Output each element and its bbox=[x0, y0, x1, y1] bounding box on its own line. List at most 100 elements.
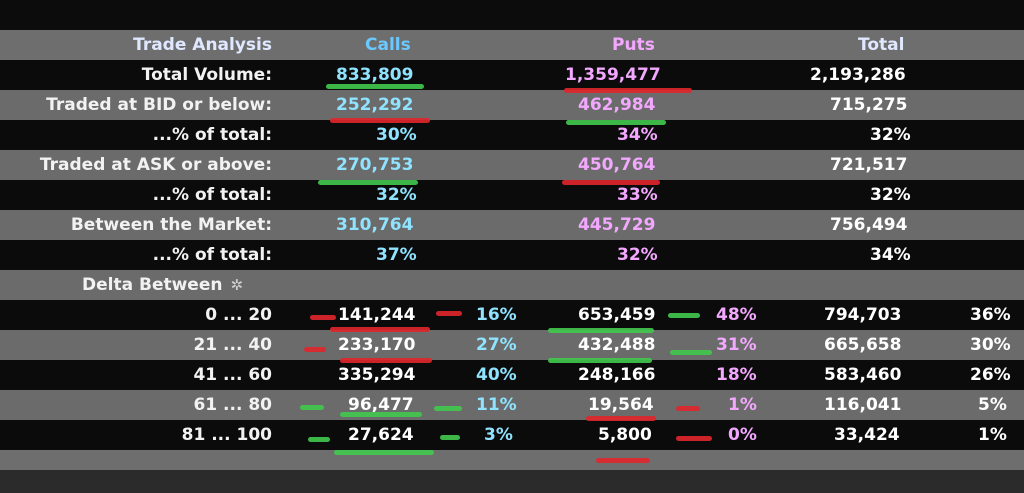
calls-pct: 11% bbox=[476, 395, 517, 415]
screen-bottom-edge bbox=[0, 470, 1024, 493]
green-underline-mark bbox=[548, 358, 652, 363]
puts-value: 34% bbox=[617, 125, 658, 145]
trade-analysis-title: Trade Analysis bbox=[133, 35, 272, 55]
screen-top-edge bbox=[0, 0, 1024, 30]
row-label: ...% of total: bbox=[152, 185, 272, 205]
delta-between-label: Delta Between ✲ bbox=[82, 275, 244, 295]
puts-value: 462,984 bbox=[578, 95, 656, 115]
green-dash-mark bbox=[300, 405, 324, 410]
calls-value: 32% bbox=[376, 185, 417, 205]
total-pct: 30% bbox=[970, 335, 1011, 355]
puts-value: 248,166 bbox=[578, 365, 656, 385]
summary-row-between-pct: ...% of total: 37% 32% 34% bbox=[0, 240, 1024, 270]
red-dash-mark bbox=[676, 406, 700, 411]
total-value: 665,658 bbox=[824, 335, 902, 355]
delta-row-41-60: 41 ... 60 335,294 40% 248,166 18% 583,46… bbox=[0, 360, 1024, 390]
total-value: 2,193,286 bbox=[810, 65, 906, 85]
delta-row-0-20: 0 ... 20 141,244 16% 653,459 48% 794,703… bbox=[0, 300, 1024, 330]
calls-pct: 3% bbox=[484, 425, 513, 445]
delta-row-81-100: 81 ... 100 27,624 3% 5,800 0% 33,424 1% bbox=[0, 420, 1024, 450]
gear-icon[interactable]: ✲ bbox=[230, 276, 244, 294]
row-label: ...% of total: bbox=[152, 245, 272, 265]
calls-value: 252,292 bbox=[336, 95, 414, 115]
green-underline-mark bbox=[340, 412, 422, 417]
calls-value: 96,477 bbox=[348, 395, 414, 415]
total-value: 32% bbox=[870, 125, 911, 145]
green-dash-mark bbox=[440, 435, 460, 440]
puts-value: 33% bbox=[617, 185, 658, 205]
green-dash-mark bbox=[668, 313, 700, 318]
total-value: 34% bbox=[870, 245, 911, 265]
red-underline-mark bbox=[340, 358, 432, 363]
red-underline-mark bbox=[564, 88, 692, 93]
puts-value: 450,764 bbox=[578, 155, 656, 175]
delta-range: 21 ... 40 bbox=[193, 335, 272, 355]
green-underline-mark bbox=[548, 328, 654, 333]
red-underline-mark bbox=[596, 458, 650, 463]
green-dash-mark bbox=[308, 437, 330, 442]
delta-range: 0 ... 20 bbox=[205, 305, 272, 325]
green-underline-mark bbox=[334, 450, 434, 455]
calls-value: 833,809 bbox=[336, 65, 414, 85]
green-dash-mark bbox=[670, 350, 712, 355]
total-value: 583,460 bbox=[824, 365, 902, 385]
red-scribble-mark bbox=[676, 436, 712, 441]
calls-value: 37% bbox=[376, 245, 417, 265]
total-value: 715,275 bbox=[830, 95, 908, 115]
header-row: Trade Analysis Calls Puts Total bbox=[0, 30, 1024, 60]
total-pct: 36% bbox=[970, 305, 1011, 325]
puts-pct: 0% bbox=[728, 425, 757, 445]
calls-value: 310,764 bbox=[336, 215, 414, 235]
calls-column-header[interactable]: Calls bbox=[365, 35, 411, 55]
row-label: Total Volume: bbox=[141, 65, 272, 85]
puts-value: 445,729 bbox=[578, 215, 656, 235]
red-underline-mark bbox=[586, 416, 656, 421]
summary-row-total-volume: Total Volume: 833,809 1,359,477 2,193,28… bbox=[0, 60, 1024, 90]
calls-pct: 27% bbox=[476, 335, 517, 355]
calls-pct: 40% bbox=[476, 365, 517, 385]
puts-value: 19,564 bbox=[588, 395, 654, 415]
calls-value: 233,170 bbox=[338, 335, 416, 355]
total-value: 116,041 bbox=[824, 395, 902, 415]
green-underline-mark bbox=[326, 84, 424, 89]
summary-row-between: Between the Market: 310,764 445,729 756,… bbox=[0, 210, 1024, 240]
green-underline-mark bbox=[318, 180, 418, 185]
green-dash-mark bbox=[434, 406, 462, 411]
total-value: 721,517 bbox=[830, 155, 908, 175]
red-dash-mark bbox=[436, 311, 462, 316]
summary-row-bid: Traded at BID or below: 252,292 462,984 … bbox=[0, 90, 1024, 120]
green-underline-mark bbox=[566, 120, 666, 125]
summary-row-ask: Traded at ASK or above: 270,753 450,764 … bbox=[0, 150, 1024, 180]
puts-value: 1,359,477 bbox=[565, 65, 661, 85]
total-column-header[interactable]: Total bbox=[858, 35, 905, 55]
red-dash-mark bbox=[310, 315, 336, 320]
summary-row-ask-pct: ...% of total: 32% 33% 32% bbox=[0, 180, 1024, 210]
puts-value: 5,800 bbox=[598, 425, 652, 445]
calls-value: 270,753 bbox=[336, 155, 414, 175]
trade-analysis-panel: Trade Analysis Calls Puts Total Total Vo… bbox=[0, 30, 1024, 470]
puts-value: 432,488 bbox=[578, 335, 656, 355]
calls-pct: 16% bbox=[476, 305, 517, 325]
calls-value: 141,244 bbox=[338, 305, 416, 325]
red-underline-mark bbox=[330, 118, 430, 123]
puts-pct: 31% bbox=[716, 335, 757, 355]
total-value: 33,424 bbox=[834, 425, 900, 445]
row-label: Traded at BID or below: bbox=[46, 95, 272, 115]
red-underline-mark bbox=[330, 327, 430, 332]
total-pct: 26% bbox=[970, 365, 1011, 385]
summary-row-bid-pct: ...% of total: 30% 34% 32% bbox=[0, 120, 1024, 150]
delta-range: 81 ... 100 bbox=[181, 425, 272, 445]
red-dash-mark bbox=[304, 347, 326, 352]
calls-value: 27,624 bbox=[348, 425, 414, 445]
total-pct: 1% bbox=[978, 425, 1007, 445]
delta-row-61-80: 61 ... 80 96,477 11% 19,564 1% 116,041 5… bbox=[0, 390, 1024, 420]
red-underline-mark bbox=[562, 180, 660, 185]
delta-row-21-40: 21 ... 40 233,170 27% 432,488 31% 665,65… bbox=[0, 330, 1024, 360]
row-label: Traded at ASK or above: bbox=[39, 155, 272, 175]
total-value: 32% bbox=[870, 185, 911, 205]
total-value: 756,494 bbox=[830, 215, 908, 235]
puts-pct: 18% bbox=[716, 365, 757, 385]
delta-range: 61 ... 80 bbox=[193, 395, 272, 415]
puts-column-header[interactable]: Puts bbox=[612, 35, 655, 55]
